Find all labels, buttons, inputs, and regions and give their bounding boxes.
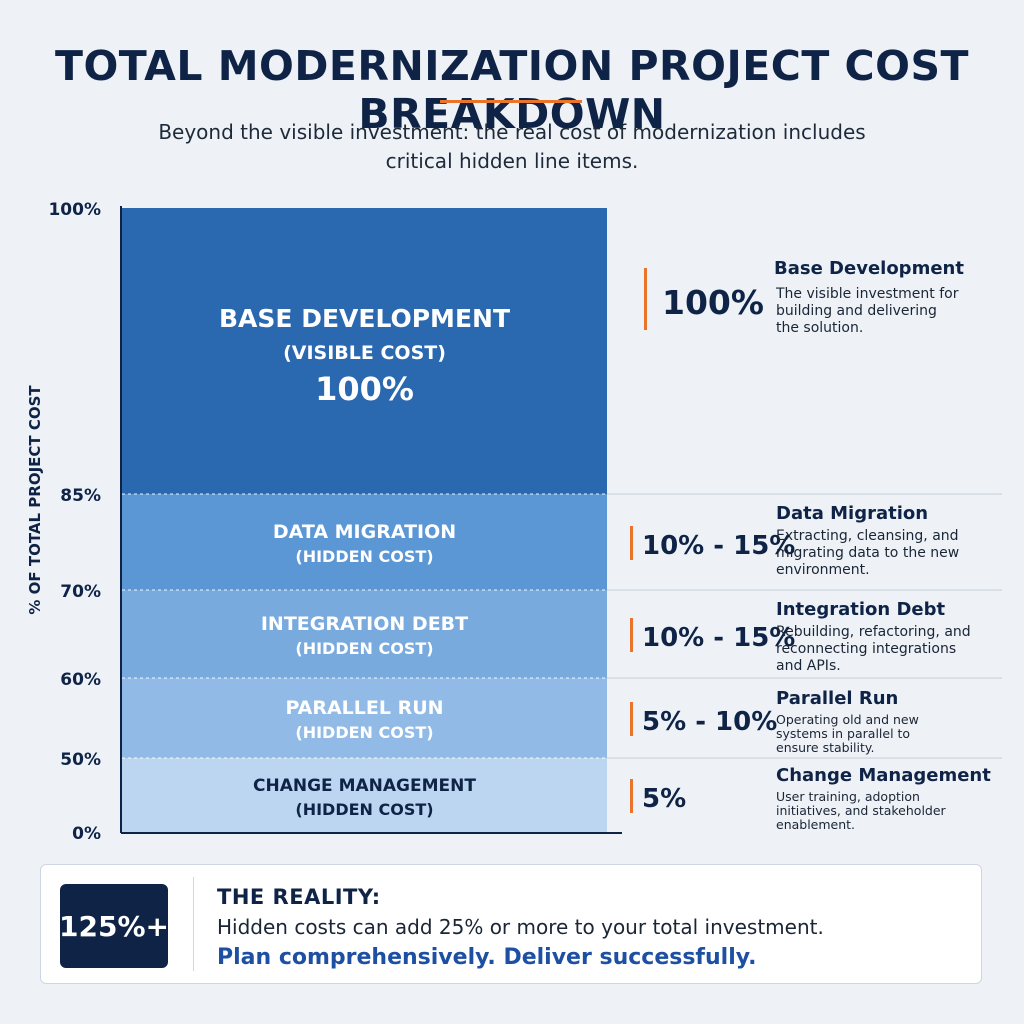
reality-text: Hidden costs can add 25% or more to your…	[217, 915, 824, 939]
segment-tag-label: (HIDDEN COST)	[295, 547, 433, 566]
stacked-cost-chart: BASE DEVELOPMENT (VISIBLE COST) 100% 100% DA…	[26, 200, 1002, 844]
callout-description-line: initiatives, and stakeholder	[776, 803, 946, 818]
title-accent-rule	[440, 100, 582, 103]
callout-description-line: Extracting, cleansing, and	[776, 528, 959, 544]
callout-description-line: building and delivering	[776, 303, 937, 319]
callout-title: Integration Debt	[776, 599, 946, 620]
bar-segment	[122, 208, 607, 494]
callout-description-line: the solution.	[776, 320, 864, 336]
callout-description: Rebuilding, refactoring, and reconnecting…	[776, 624, 971, 675]
reality-badge: 125%+	[59, 884, 169, 968]
y-tick-label: 50%	[60, 750, 101, 770]
callout-description-line: ensure stability.	[776, 740, 875, 755]
callout-title: Parallel Run	[776, 688, 899, 709]
callout-description: The visible investment for building and d…	[776, 286, 958, 337]
callout-description: Extracting, cleansing, and migrating data…	[776, 528, 959, 579]
range-value-label: 10% - 15%	[642, 623, 795, 653]
page-subtitle: Beyond the visible investment: the real …	[150, 118, 874, 176]
callout-description: Operating old and new systems in parallel…	[776, 713, 919, 755]
callout-title: Change Management	[776, 765, 991, 786]
callout-description-line: Rebuilding, refactoring, and	[776, 624, 971, 640]
y-tick-label: 70%	[60, 582, 101, 602]
segment-tag-label: (HIDDEN COST)	[295, 800, 433, 819]
y-axis-label: % OF TOTAL PROJECT COST	[26, 385, 44, 615]
page-title: TOTAL MODERNIZATION PROJECT COST BREAKDO…	[54, 42, 970, 138]
segment-tag-label: (VISIBLE COST)	[283, 342, 446, 364]
range-value-label: 100%	[662, 283, 764, 322]
range-marker	[630, 526, 633, 560]
callout-description-line: and APIs.	[776, 658, 841, 674]
range-value-label: 10% - 15%	[642, 531, 795, 561]
bar-segment	[122, 494, 607, 590]
segment-name-label: BASE DEVELOPMENT	[219, 304, 510, 333]
range-marker	[630, 779, 633, 813]
callout-description-line: migrating data to the new	[776, 545, 960, 561]
callout-description-line: User training, adoption	[776, 789, 920, 804]
segment-name-label: INTEGRATION DEBT	[261, 613, 468, 635]
range-marker	[630, 702, 633, 736]
callout-title: Base Development	[774, 258, 964, 279]
range-value-label: 5%	[642, 784, 686, 814]
callout-title: Data Migration	[776, 503, 929, 524]
callout-description-line: reconnecting integrations	[776, 641, 957, 657]
bar-segment	[122, 590, 607, 678]
y-tick-label: 60%	[60, 670, 101, 690]
callout-description-line: systems in parallel to	[776, 726, 911, 741]
range-marker	[644, 268, 647, 330]
reality-heading: THE REALITY:	[217, 885, 381, 909]
segment-value-label: 100%	[315, 370, 414, 408]
segment-name-label: DATA MIGRATION	[273, 521, 456, 543]
reality-divider	[193, 877, 194, 971]
callout-description-line: The visible investment for	[776, 286, 959, 302]
bar-segment	[122, 678, 607, 758]
y-tick-label: 85%	[60, 486, 101, 506]
segment-tag-label: (HIDDEN COST)	[295, 639, 433, 658]
y-tick-label: 100%	[48, 200, 101, 220]
bar-segment	[122, 758, 607, 832]
callout-description-line: environment.	[776, 562, 870, 578]
segment-name-label: PARALLEL RUN	[285, 697, 443, 719]
subtitle-line-1: Beyond the visible investment: the real …	[158, 120, 866, 144]
y-tick-label: 0%	[72, 824, 101, 844]
callout-description: User training, adoption initiatives, and …	[776, 790, 946, 832]
callout-description-line: Operating old and new	[776, 712, 919, 727]
segment-tag-label: (HIDDEN COST)	[295, 723, 433, 742]
segment-name-label: CHANGE MANAGEMENT	[253, 776, 476, 796]
subtitle-line-2: critical hidden line items.	[385, 149, 639, 173]
range-marker	[630, 618, 633, 652]
reality-panel: 125%+ THE REALITY: Hidden costs can add …	[40, 864, 982, 984]
range-value-label: 5% - 10%	[642, 707, 777, 737]
reality-cta: Plan comprehensively. Deliver successful…	[217, 945, 757, 970]
callout-description-line: enablement.	[776, 817, 856, 832]
